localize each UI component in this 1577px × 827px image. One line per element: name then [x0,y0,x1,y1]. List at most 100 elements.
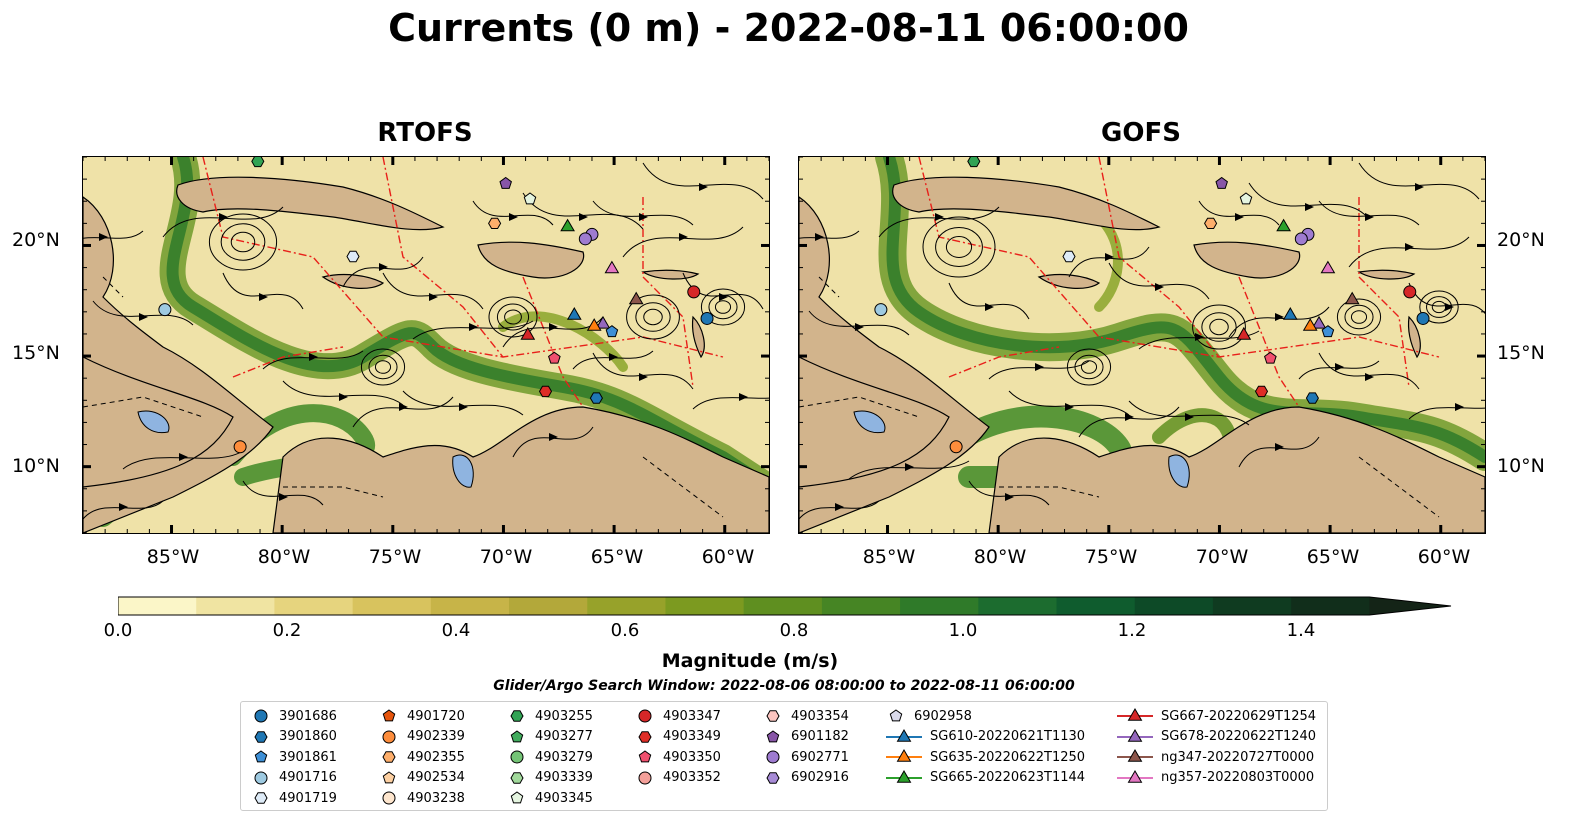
legend-column: 4901720 4902339 4902355 4902534 4903238 [379,706,465,809]
legend-swatch [510,730,524,743]
eddy-streamline [230,231,256,253]
legend-marker [1127,728,1143,742]
eddy-streamline [1426,296,1452,318]
observation-marker [1344,291,1360,305]
legend-label: 4902355 [407,749,465,765]
legend-swatch [1117,708,1153,722]
legend-marker [896,769,912,783]
legend-column: 4903255 4903277 4903279 4903339 4903345 [507,706,593,809]
legend-item: 6901182 [763,727,849,748]
streamline-arrow [379,263,388,271]
eez-boundary [1238,276,1300,408]
lat-label-20n-left: 20°N [12,229,60,251]
country-border [642,456,724,518]
observation-marker [499,176,512,189]
eddy-streamline [1419,290,1459,324]
land-mass [691,315,705,359]
streamline-arrow [1445,303,1454,311]
streamline-arrow [699,183,708,191]
eddy-streamline [1431,300,1447,314]
legend-marker [382,709,396,722]
streamline-arrow [679,233,688,241]
legend-swatch [382,771,396,784]
streamline-arrow [279,493,288,501]
legend-item: 4901719 [251,788,337,809]
colorbar-segment [1212,597,1292,615]
legend-label: 4903238 [407,790,465,806]
land-mass [321,273,385,289]
observation-marker [488,217,502,229]
eddy-streamline [368,354,398,380]
streamline-arrow [1405,243,1414,251]
eez-boundary [1098,157,1220,358]
legend-swatch [638,709,652,723]
streamline-arrow [399,403,408,411]
lat-label-20n-right: 20°N [1497,229,1545,251]
observation-marker [1305,392,1319,404]
legend-label: 4902534 [407,770,465,786]
legend-marker [1127,708,1143,722]
streamline-arrow [179,453,188,461]
observation-marker [520,326,536,340]
legend-label: 4903347 [663,708,721,724]
legend-swatch [382,751,396,763]
eddy-streamline [643,308,663,326]
observation-marker [346,250,360,263]
panel-title-rtofs: RTOFS [377,118,473,148]
legend-label: 3901860 [279,729,337,745]
streamline-arrow [1455,403,1464,411]
eddy-streamline [700,288,746,326]
land-mass [1037,273,1101,289]
legend-swatch [510,710,524,722]
eddy-streamline [1350,310,1368,324]
legend-marker [1127,769,1143,783]
legend-swatch [889,709,903,722]
streamline-arrow [549,433,558,441]
legend-label: 4903255 [535,708,593,724]
rtofs-map[interactable] [82,156,770,534]
streamline-arrow [549,323,558,331]
eddy-streamline [1192,304,1246,350]
observation-marker [1282,306,1298,320]
streamline-arrow [469,323,478,331]
legend-label: 4901716 [279,770,337,786]
streamline-arrow [609,353,618,361]
eddy-streamline [208,213,278,271]
observation-marker [1311,315,1327,329]
gofs-map[interactable] [798,156,1486,534]
legend-marker [382,791,396,805]
legend-swatch [254,771,268,785]
lon-label-75w-right: 75°W [1084,546,1138,568]
observation-marker [595,315,611,329]
streamline-arrow [1155,283,1164,291]
lake [1168,454,1190,488]
colorbar-tick: 0.6 [610,620,640,641]
streamline-arrow [639,373,648,381]
observation-marker [1239,192,1253,205]
lake [853,410,886,434]
legend-label: 6902958 [914,708,972,724]
observation-marker [578,232,592,246]
colorbar-segment [587,597,666,615]
legend-label: 4903350 [663,749,721,765]
country-border [818,276,840,298]
observation-marker [604,260,620,274]
legend-item: ng347-20220727T0000 [1117,747,1316,768]
legend-swatch [382,730,396,744]
observation-marker [1236,326,1252,340]
observation-marker [538,385,553,398]
legend-label: 4903352 [663,770,721,786]
legend-item: 3901860 [251,727,337,748]
legend-item: 4903238 [379,788,465,809]
streamline-arrow [99,233,108,241]
legend-swatch [510,750,524,764]
streamline-arrow [1005,493,1014,501]
legend-marker [766,772,780,784]
legend-column: 3901686 3901860 3901861 4901716 4901719 [251,706,337,809]
legend-label: SG635-20220622T1250 [930,749,1086,765]
legend-item: 4902534 [379,768,465,789]
lat-label-15n-right: 15°N [1497,342,1545,364]
legend-marker [382,730,396,744]
eez-boundary [948,346,1060,378]
legend-item: 4903277 [507,727,593,748]
